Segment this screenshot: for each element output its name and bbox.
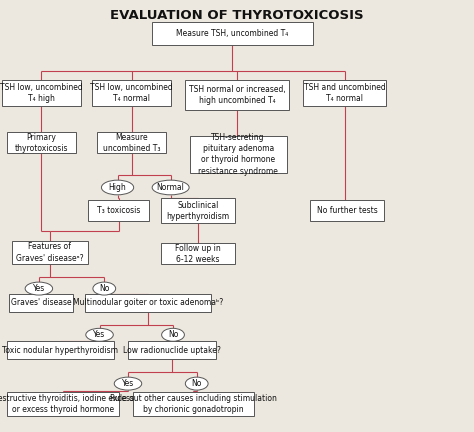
Text: Low radionuclide uptake?: Low radionuclide uptake?: [123, 346, 221, 355]
Ellipse shape: [162, 328, 184, 341]
Text: Features of
Graves' diseaseᵃ?: Features of Graves' diseaseᵃ?: [16, 242, 83, 263]
Text: Yes: Yes: [33, 284, 45, 293]
FancyBboxPatch shape: [133, 392, 254, 416]
Text: Rule out other causes including stimulation
by chorionic gonadotropin: Rule out other causes including stimulat…: [109, 394, 277, 414]
Ellipse shape: [185, 377, 208, 390]
Ellipse shape: [114, 377, 142, 390]
Text: Measure
uncombined T₃: Measure uncombined T₃: [103, 133, 160, 152]
Text: TSH normal or increased,
high uncombined T₄: TSH normal or increased, high uncombined…: [189, 85, 285, 105]
Ellipse shape: [93, 282, 116, 295]
FancyBboxPatch shape: [128, 341, 216, 359]
FancyBboxPatch shape: [303, 80, 386, 106]
FancyBboxPatch shape: [161, 198, 235, 223]
FancyBboxPatch shape: [152, 22, 313, 45]
Text: Toxic nodular hyperthyroidism: Toxic nodular hyperthyroidism: [2, 346, 118, 355]
FancyBboxPatch shape: [161, 243, 235, 264]
Text: Measure TSH, uncombined T₄: Measure TSH, uncombined T₄: [176, 29, 288, 38]
Text: EVALUATION OF THYROTOXICOSIS: EVALUATION OF THYROTOXICOSIS: [110, 9, 364, 22]
Text: Follow up in
6-12 weeks: Follow up in 6-12 weeks: [175, 244, 221, 264]
Text: Normal: Normal: [157, 183, 184, 192]
Text: High: High: [109, 183, 127, 192]
FancyBboxPatch shape: [190, 136, 287, 173]
Text: TSH-secreting
pituitary adenoma
or thyroid hormone
resistance syndrome: TSH-secreting pituitary adenoma or thyro…: [198, 133, 278, 175]
Text: TSH and uncombined
T₄ normal: TSH and uncombined T₄ normal: [304, 83, 386, 103]
FancyBboxPatch shape: [7, 392, 118, 416]
Text: Destructive thyroiditis, iodine excess
or excess thyroid hormone: Destructive thyroiditis, iodine excess o…: [0, 394, 134, 414]
Text: Primary
thyrotoxicosis: Primary thyrotoxicosis: [15, 133, 68, 152]
Text: TSH low, uncombined
T₄ normal: TSH low, uncombined T₄ normal: [90, 83, 173, 103]
FancyBboxPatch shape: [9, 294, 73, 312]
FancyBboxPatch shape: [310, 200, 384, 221]
Text: No: No: [99, 284, 109, 293]
Text: Multinodular goiter or toxic adenomaᵇ?: Multinodular goiter or toxic adenomaᵇ?: [73, 299, 223, 307]
FancyBboxPatch shape: [185, 80, 289, 110]
Ellipse shape: [101, 180, 134, 195]
Text: TSH low, uncombined
T₄ high: TSH low, uncombined T₄ high: [0, 83, 83, 103]
FancyBboxPatch shape: [88, 200, 149, 221]
Text: Yes: Yes: [93, 330, 106, 339]
Text: T₃ toxicosis: T₃ toxicosis: [97, 206, 140, 215]
FancyBboxPatch shape: [7, 132, 76, 153]
Text: No: No: [168, 330, 178, 339]
Text: No: No: [191, 379, 202, 388]
Text: Subclinical
hyperthyroidism: Subclinical hyperthyroidism: [166, 201, 229, 221]
Text: Graves' disease: Graves' disease: [11, 299, 72, 307]
FancyBboxPatch shape: [97, 132, 166, 153]
FancyBboxPatch shape: [2, 80, 81, 106]
Ellipse shape: [86, 328, 113, 341]
Ellipse shape: [152, 180, 189, 195]
Ellipse shape: [25, 282, 53, 295]
FancyBboxPatch shape: [12, 241, 88, 264]
FancyBboxPatch shape: [7, 341, 114, 359]
FancyBboxPatch shape: [92, 80, 171, 106]
Text: Yes: Yes: [122, 379, 134, 388]
FancyBboxPatch shape: [85, 294, 211, 312]
Text: No further tests: No further tests: [317, 206, 378, 215]
